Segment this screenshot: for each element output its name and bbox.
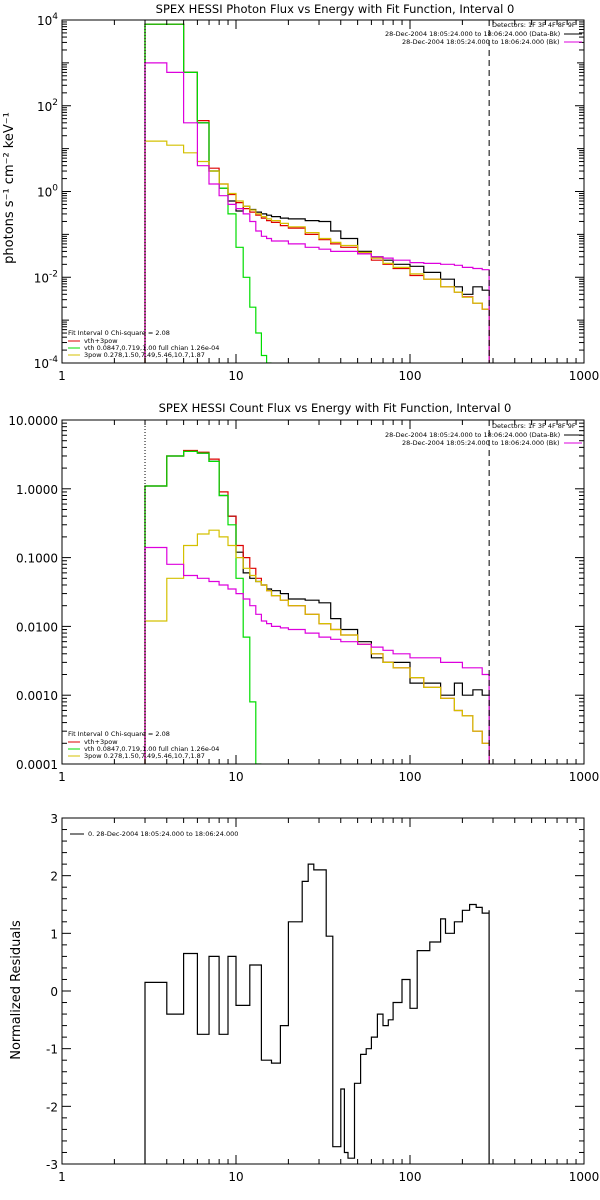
y-tick-label: 102: [37, 98, 58, 114]
y-tick-label: 0: [50, 985, 58, 999]
x-tick-label: 100: [399, 770, 422, 784]
y-tick-label: 1.0000: [16, 483, 58, 497]
y-tick-label: 104: [37, 12, 58, 28]
y-tick-label: 0.0100: [16, 620, 58, 634]
series-line-0: [144, 863, 490, 1164]
series-line-2: [144, 450, 262, 764]
count-flux-plot-area: [61, 419, 585, 765]
residuals-legend: 0. 28-Dec-2004 18:05:24.000 to 18:06:24.…: [70, 830, 238, 838]
x-tick-label: 1000: [569, 369, 600, 383]
photon-flux-y-axis-label: photons s⁻¹ cm⁻² keV⁻¹: [2, 112, 17, 264]
legend-bk: 28-Dec-2004 18:05:24.000 to 18:06:24.000…: [402, 439, 560, 447]
legend-fit-total: vth+3pow: [84, 738, 118, 746]
photon-flux-series-group: [144, 23, 490, 363]
count-flux-title: SPEX HESSI Count Flux vs Energy with Fit…: [159, 401, 512, 415]
count-flux-legend-top: Detectors: 1F 3F 4F 8F 9F 28-Dec-2004 18…: [385, 422, 582, 447]
legend-fit-header: Fit Interval 0 Chi-square = 2.08: [68, 730, 170, 738]
series-line-2: [144, 23, 272, 363]
y-tick-label: 10.0000: [8, 414, 58, 428]
photon-flux-title: SPEX HESSI Photon Flux vs Energy with Fi…: [156, 2, 515, 16]
x-tick-label: 10: [228, 369, 243, 383]
x-tick-label: 100: [399, 1170, 422, 1184]
photon-flux-panel: SPEX HESSI Photon Flux vs Energy with Fi…: [2, 2, 599, 383]
x-tick-label: 1000: [569, 770, 600, 784]
y-tick-label: 2: [50, 870, 58, 884]
photon-flux-plot-area: [61, 19, 585, 364]
legend-fit-3pow: 3pow 0.278,1.50,7.49,5.46,10.7,1.87: [84, 752, 205, 760]
y-tick-label: 10-4: [34, 355, 59, 371]
series-line-3: [144, 529, 490, 764]
x-tick-label: 1000: [569, 1170, 600, 1184]
series-line-4: [144, 62, 490, 363]
x-tick-label: 10: [228, 1170, 243, 1184]
legend-detectors: Detectors: 1F 3F 4F 8F 9F: [492, 422, 576, 430]
residuals-axis-ticks: 1 10 100 1000 -3 -2 -1 0 1 2 3: [46, 812, 599, 1184]
x-tick-label: 1: [58, 1170, 66, 1184]
series-line-0: [144, 23, 490, 363]
y-tick-label: 100: [37, 184, 58, 200]
series-line-4: [144, 546, 490, 764]
photon-flux-legend-fit: Fit Interval 0 Chi-square = 2.08 vth+3po…: [68, 329, 219, 359]
residuals-series-group: [144, 863, 490, 1164]
series-line-1: [144, 23, 490, 363]
series-line-3: [144, 140, 490, 363]
legend-fit-vth: vth 0.0847,0.719,1.00 full chian 1.26e-0…: [84, 745, 219, 753]
y-tick-label: 0.0010: [16, 689, 58, 703]
legend-fit-vth: vth 0.0847,0.719,1.00 full chian 1.26e-0…: [84, 344, 219, 352]
y-tick-label: 1: [50, 927, 58, 941]
series-line-1: [144, 449, 490, 764]
x-tick-label: 1: [58, 770, 66, 784]
legend-data-bk: 28-Dec-2004 18:05:24.000 to 18:06:24.000…: [385, 30, 560, 38]
x-tick-label: 10: [228, 770, 243, 784]
x-tick-label: 100: [399, 369, 422, 383]
y-tick-label: 0.1000: [16, 552, 58, 566]
legend-fit-total: vth+3pow: [84, 337, 118, 345]
y-tick-label: -3: [46, 1158, 58, 1172]
y-tick-label: 3: [50, 812, 58, 826]
photon-flux-axis-ticks: 1 10 100 1000 10-4 10-2 100 102 104: [34, 12, 600, 383]
residuals-y-axis-label: Normalized Residuals: [9, 920, 24, 1060]
count-flux-panel: SPEX HESSI Count Flux vs Energy with Fit…: [8, 401, 599, 784]
legend-data-bk: 28-Dec-2004 18:05:24.000 to 18:06:24.000…: [385, 431, 560, 439]
legend-fit-3pow: 3pow 0.278,1.50,7.49,5.46,10.7,1.87: [84, 351, 205, 359]
y-tick-label: 10-2: [34, 269, 58, 285]
y-tick-label: -2: [46, 1100, 58, 1114]
count-flux-legend-fit: Fit Interval 0 Chi-square = 2.08 vth+3po…: [68, 730, 219, 760]
legend-detectors: Detectors: 1F 3F 4F 8F 9F: [492, 21, 576, 29]
count-flux-axis-ticks: 1 10 100 1000 0.0001 0.0010 0.0100 0.1000 1.0000…: [8, 414, 599, 784]
photon-flux-legend-top: Detectors: 1F 3F 4F 8F 9F 28-Dec-2004 18…: [385, 21, 582, 46]
count-flux-series-group: [144, 449, 490, 764]
legend-bk: 28-Dec-2004 18:05:24.000 to 18:06:24.000…: [402, 38, 560, 46]
x-tick-label: 1: [58, 369, 66, 383]
residuals-panel: Normalized Residuals 1 10 100 1000 -3 -2 -1 0 1 2…: [9, 812, 599, 1184]
legend-fit-header: Fit Interval 0 Chi-square = 2.08: [68, 329, 170, 337]
residuals-legend-label: 0. 28-Dec-2004 18:05:24.000 to 18:06:24.…: [88, 830, 238, 838]
series-line-0: [144, 450, 490, 764]
y-tick-label: 0.0001: [16, 758, 58, 772]
y-tick-label: -1: [46, 1043, 58, 1057]
